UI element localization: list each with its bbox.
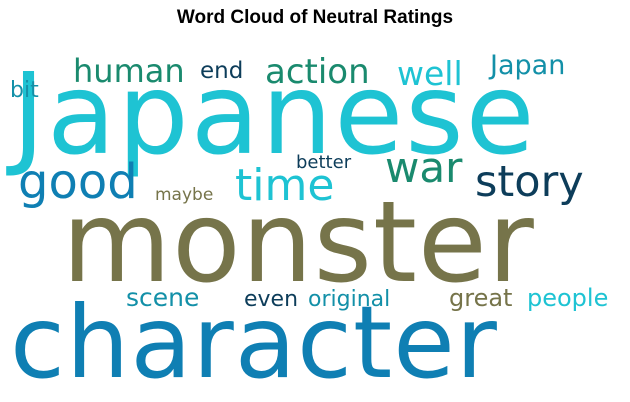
word-story: story (475, 157, 584, 207)
word-japan: Japan (490, 50, 566, 81)
word-maybe: maybe (155, 185, 214, 205)
word-monster: monster (62, 178, 535, 308)
word-good: good (18, 154, 138, 210)
word-people: people (527, 284, 609, 312)
word-end: end (200, 58, 244, 84)
word-scene: scene (126, 283, 200, 312)
word-character: character (10, 284, 498, 401)
word-even: even (244, 287, 299, 312)
word-action: action (265, 52, 370, 92)
word-war: war (385, 143, 463, 192)
word-bit: bit (10, 78, 39, 103)
word-great: great (449, 284, 513, 312)
word-japanese: Japanese (12, 50, 537, 180)
chart-title: Word Cloud of Neutral Ratings (176, 7, 454, 28)
word-time: time (235, 160, 335, 211)
word-original: original (308, 287, 391, 312)
word-well: well (397, 54, 463, 93)
word-human: human (73, 52, 185, 90)
word-better: better (296, 152, 352, 173)
